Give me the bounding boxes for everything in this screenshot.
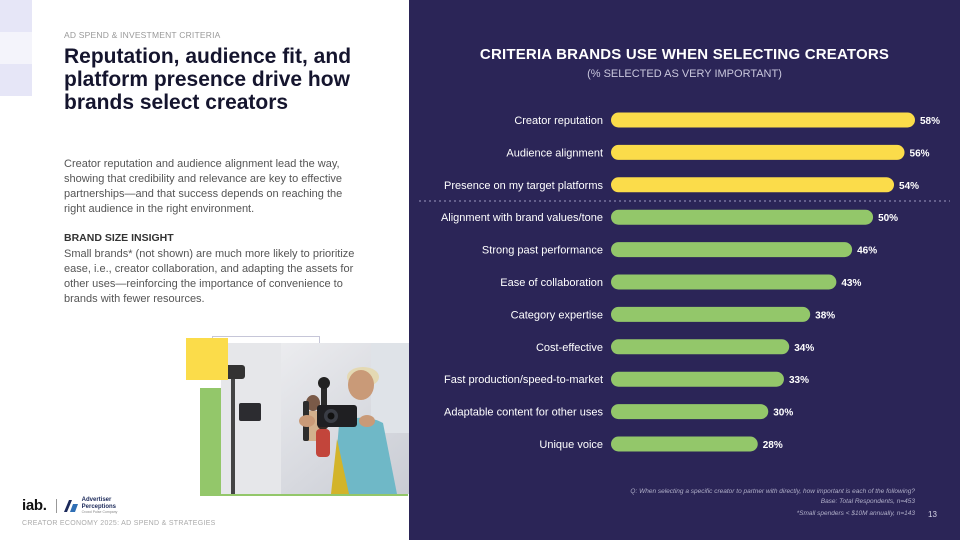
body-paragraph: Creator reputation and audience alignmen… (64, 158, 343, 215)
bar (611, 436, 758, 452)
value-label: 50% (878, 213, 898, 224)
logo-divider (55, 498, 57, 513)
value-label: 43% (841, 278, 861, 289)
chart-title: CRITERIA BRANDS USE WHEN SELECTING CREAT… (479, 46, 890, 63)
value-label: 28% (763, 440, 783, 451)
advertiser-perceptions-logo: Advertiser Perceptions Crowd Pulse Compa… (81, 497, 118, 514)
creator-photo (221, 343, 409, 494)
insight-paragraph: Small brands* (not shown) are much more … (64, 248, 355, 305)
bar (611, 339, 790, 355)
category-label: Presence on my target platforms (444, 180, 603, 192)
page-title: Reputation, audience fit, and platform p… (64, 45, 352, 114)
bar (611, 404, 769, 420)
value-label: 38% (815, 310, 835, 321)
section-kicker: AD SPEND & INVESTMENT CRITERIA (64, 30, 221, 40)
category-label: Adaptable content for other uses (444, 407, 603, 419)
bar-chart: Creator reputation 58% Audience alignment 5… (419, 112, 950, 452)
category-label: Cost-effective (536, 342, 603, 354)
base-note: Base: Total Respondents, n=453 (820, 498, 915, 505)
photo-accent-yellow (186, 338, 228, 380)
insight-heading: BRAND SIZE INSIGHT (64, 232, 174, 244)
category-label: Category expertise (511, 309, 603, 321)
bar (611, 209, 874, 225)
value-label: 46% (857, 246, 877, 257)
decor-square (0, 0, 32, 32)
logo-row: iab. Advertiser Perceptions Crowd Pulse … (22, 497, 117, 514)
value-label: 54% (899, 181, 919, 192)
chart-subtitle: (% SELECTED AS VERY IMPORTANT) (587, 68, 782, 80)
category-label: Unique voice (539, 439, 603, 451)
category-label: Alignment with brand values/tone (441, 212, 603, 224)
bar (611, 306, 811, 322)
category-label: Ease of collaboration (500, 277, 603, 289)
value-label: 34% (794, 343, 814, 354)
advertiser-perceptions-logo-icon (63, 499, 78, 512)
bar (611, 177, 895, 193)
bar (611, 144, 905, 160)
value-label: 58% (920, 116, 940, 127)
creator-illustration (221, 343, 409, 494)
iab-logo: iab. (22, 497, 47, 514)
decor-square (0, 32, 32, 64)
small-spender-note: *Small spenders < $10M annually, n=143 (796, 510, 915, 517)
category-label: Fast production/speed-to-market (444, 374, 603, 386)
bar (611, 371, 784, 387)
footer-text: CREATOR ECONOMY 2025: AD SPEND & STRATEG… (22, 520, 216, 527)
bar (611, 112, 915, 128)
value-label: 56% (910, 148, 930, 159)
decor-square (0, 64, 32, 96)
left-header: AD SPEND & INVESTMENT CRITERIA Reputatio… (64, 30, 364, 114)
value-label: 33% (789, 375, 809, 386)
bar (611, 242, 853, 258)
page-number: 13 (928, 510, 937, 519)
chart-panel: CRITERIA BRANDS USE WHEN SELECTING CREAT… (409, 0, 960, 540)
category-label: Strong past performance (482, 245, 603, 257)
question-note: Q: When selecting a specific creator to … (630, 488, 915, 495)
category-label: Creator reputation (514, 115, 603, 127)
category-label: Audience alignment (506, 147, 603, 159)
bar (611, 274, 837, 290)
value-label: 30% (773, 408, 793, 419)
